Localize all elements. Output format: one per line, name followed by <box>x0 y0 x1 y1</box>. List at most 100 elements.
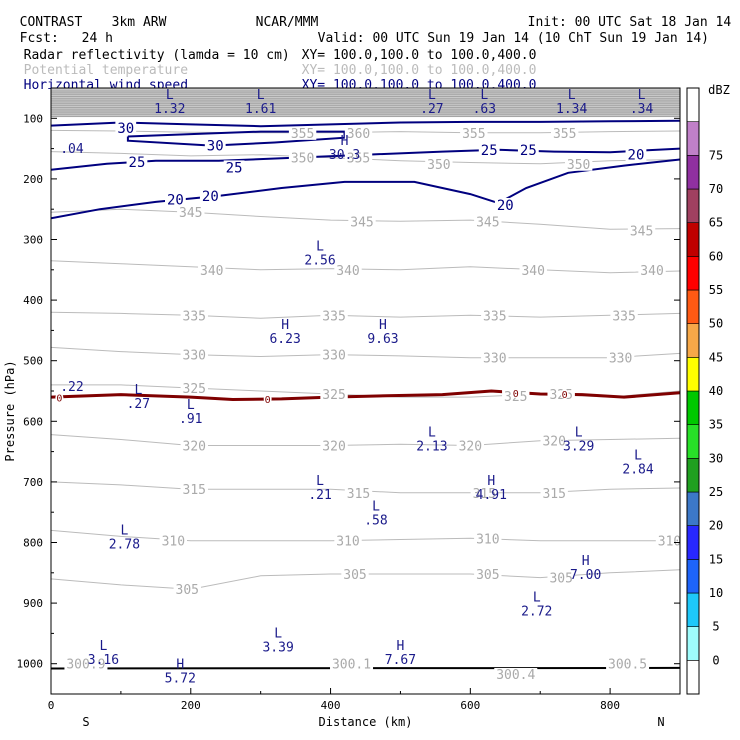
colorbar-cell <box>686 424 700 459</box>
y-axis-label: Pressure (hPa) <box>3 360 17 461</box>
wind-label: 25 <box>226 160 243 176</box>
extremum-value: .63 <box>473 102 496 117</box>
low-marker: L <box>568 88 576 103</box>
wind-label: 30 <box>117 121 134 137</box>
colorbar-cell <box>686 87 700 122</box>
y-tick-label: 900 <box>23 597 43 610</box>
label-background <box>474 532 502 546</box>
theta-label: 300.9 <box>66 658 105 673</box>
label-background <box>344 151 373 165</box>
extremum-value: 1.32 <box>154 102 185 117</box>
header-valid: Valid: 00 UTC Sun 19 Jan 14 (10 ChT Sun … <box>302 18 709 46</box>
label-background <box>348 215 376 229</box>
header-init: Init: 00 UTC Sat 18 Jan 14 <box>512 2 732 30</box>
extremum-value: 2.72 <box>521 604 552 619</box>
label-background <box>320 388 348 402</box>
low-marker: L <box>634 448 642 463</box>
extremum-value: 7.00 <box>570 568 601 583</box>
label-background <box>223 160 245 175</box>
label-background <box>288 126 317 140</box>
theta-label: 325 <box>504 390 527 405</box>
label-background <box>115 120 137 135</box>
y-tick-label: 1000 <box>17 658 44 671</box>
theta-label: 325 <box>322 388 345 403</box>
y-tick-label: 300 <box>23 234 43 247</box>
theta-label: 315 <box>473 487 496 502</box>
label-background <box>344 486 373 500</box>
extremum-value: 4.91 <box>476 488 507 503</box>
label-background <box>547 388 575 402</box>
label-background <box>334 263 362 277</box>
colorbar-tick-label: 0 <box>712 653 719 667</box>
field-xy-text-3: XY= 100.0,100.0 to 100.0,400.0 <box>301 78 537 93</box>
theta-label: 355 <box>553 127 576 142</box>
field-xy-text-1: XY= 100.0,100.0 to 100.0,400.0 <box>301 48 537 63</box>
low-marker: L <box>638 88 646 103</box>
x-tick-label: 200 <box>181 699 201 712</box>
low-marker: L <box>316 239 324 254</box>
x-axis-label: Distance (km) <box>319 715 413 729</box>
low-marker: L <box>372 499 380 514</box>
label-background <box>610 309 638 323</box>
theta-label: 350 <box>427 158 450 173</box>
theta-label: 305 <box>476 568 499 583</box>
colorbar-cell <box>686 121 700 156</box>
high-marker: H <box>379 318 387 333</box>
label-background <box>456 439 485 453</box>
colorbar-tick-label: 20 <box>709 519 723 533</box>
colorbar-cell <box>686 323 700 358</box>
theta-label: 300.5 <box>608 658 647 673</box>
theta-label: 345 <box>179 206 202 221</box>
theta-label: 330 <box>183 349 206 364</box>
extremum-value: 30.3 <box>329 148 360 163</box>
colorbar-cell <box>686 525 700 560</box>
theta-contour-345 <box>51 208 680 230</box>
zero-label: 0 <box>56 394 62 405</box>
org-name: NCAR/MMM <box>255 15 319 30</box>
label-background <box>320 439 348 453</box>
extremum-value: 2.84 <box>622 462 653 477</box>
extremum-value: .27 <box>420 102 443 117</box>
zero-label-background <box>560 389 569 400</box>
extremum-value: 2.56 <box>304 253 335 268</box>
high-marker: H <box>397 639 405 654</box>
zero-label-background <box>263 393 272 404</box>
y-tick-label: 200 <box>23 173 43 186</box>
theta-contour-320 <box>51 434 680 447</box>
theta-label: 320 <box>183 440 206 455</box>
colorbar-tick-label: 70 <box>709 182 723 196</box>
theta-label: 350 <box>291 152 314 167</box>
extremum-value: 2.13 <box>416 439 447 454</box>
field-name-1: Radar reflectivity (lamda = 10 cm) <box>23 48 290 63</box>
low-marker: L <box>187 398 195 413</box>
header-fcst: Fcst: <box>4 18 59 46</box>
theta-label: 335 <box>183 309 206 324</box>
colorbar-tick-label: 45 <box>709 350 723 364</box>
endpoint-right: N <box>657 715 664 729</box>
theta-label: 315 <box>347 487 370 502</box>
label-background <box>180 309 208 323</box>
colorbar-title: dBZ <box>708 83 730 97</box>
label-background <box>320 348 348 362</box>
x-tick-label: 600 <box>460 699 480 712</box>
theta-contour-340 <box>51 260 680 274</box>
theta-label: 350 <box>567 158 590 173</box>
theta-contour-350 <box>51 151 680 165</box>
field-xy-2: XY= 100.0,100.0 to 100.0,400.0 <box>286 50 537 78</box>
label-background <box>180 348 208 362</box>
label-background <box>627 224 656 238</box>
label-background <box>204 138 226 153</box>
wind-contour-30 <box>126 130 346 147</box>
label-background <box>547 571 575 585</box>
y-tick-label: 600 <box>23 415 43 428</box>
extremum-value: .91 <box>179 412 202 427</box>
theta-label: 335 <box>612 309 635 324</box>
low-marker: L <box>533 590 541 605</box>
label-background <box>502 389 530 403</box>
theta-label: 325 <box>183 382 206 397</box>
label-background <box>330 657 374 671</box>
product-name: CONTRAST <box>19 15 83 30</box>
header-fcst-value: 24 h <box>66 18 113 46</box>
colorbar-cell <box>686 188 700 223</box>
